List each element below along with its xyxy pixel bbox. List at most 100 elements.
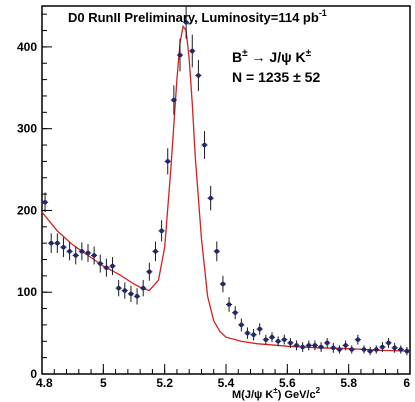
data-point — [232, 306, 239, 320]
data-point — [268, 332, 276, 343]
data-marker — [79, 249, 85, 254]
data-point — [238, 318, 245, 332]
data-point — [293, 340, 300, 351]
data-point — [78, 242, 85, 261]
data-marker — [208, 195, 213, 201]
chart-title-text: D0 RunII Preliminary, Luminosity=114 pb — [68, 10, 319, 25]
data-point — [164, 148, 171, 175]
data-point — [391, 342, 398, 353]
data-marker — [48, 240, 54, 246]
data-marker — [294, 343, 299, 348]
data-marker — [343, 343, 348, 348]
data-marker — [392, 345, 397, 351]
data-marker — [104, 265, 109, 270]
fit-curve-layer — [41, 24, 411, 352]
data-point — [84, 243, 92, 262]
data-point — [189, 34, 196, 68]
x-axis-label-power: 2 — [316, 386, 321, 395]
data-point — [183, 6, 190, 39]
plot-area-border — [41, 5, 411, 375]
data-marker — [61, 244, 66, 250]
data-point — [360, 345, 368, 354]
data-point — [324, 338, 331, 348]
data-marker — [337, 347, 342, 352]
x-axis-label: M(J/ψ K±) GeV/c2 — [232, 386, 321, 401]
data-point — [109, 257, 116, 276]
data-marker — [288, 340, 293, 346]
x-axis-label-main: M(J/ψ K — [232, 389, 273, 401]
x-tick-label: 4.8 — [36, 376, 53, 390]
data-point — [54, 233, 61, 253]
data-marker — [97, 261, 103, 266]
data-marker — [269, 334, 275, 340]
data-point — [305, 340, 312, 351]
data-marker — [134, 294, 140, 299]
decay-b-charge: ± — [242, 48, 248, 59]
x-tick-label: 5.8 — [340, 376, 357, 390]
data-marker — [251, 332, 256, 338]
data-point — [207, 185, 214, 211]
data-point — [97, 254, 104, 273]
data-marker — [232, 310, 238, 315]
data-point — [213, 241, 220, 262]
data-point — [318, 342, 325, 352]
yield-annotation: N = 1235 ± 52 — [232, 69, 320, 85]
data-marker — [331, 345, 336, 351]
data-marker — [324, 340, 330, 346]
data-marker — [245, 330, 250, 336]
data-point — [60, 237, 67, 258]
y-tick-label: 400 — [17, 40, 37, 54]
data-point — [115, 279, 122, 297]
data-marker — [110, 263, 115, 269]
x-tick-label: 5.2 — [156, 376, 173, 390]
data-marker — [220, 281, 226, 287]
y-tick-label: 100 — [17, 285, 37, 299]
data-point — [256, 323, 263, 335]
data-point — [250, 329, 257, 341]
data-point — [336, 345, 343, 354]
data-point — [348, 345, 355, 354]
chart-title-superscript: -1 — [319, 8, 327, 18]
data-point — [48, 233, 55, 253]
y-tick-label: 300 — [17, 122, 37, 136]
data-point — [103, 258, 110, 277]
data-marker — [91, 253, 97, 258]
x-tick-label: 5.4 — [218, 376, 235, 390]
data-point — [379, 342, 386, 352]
data-point — [262, 334, 269, 345]
data-marker — [306, 343, 312, 348]
data-point — [158, 220, 165, 242]
data-point — [397, 345, 404, 354]
x-axis-label-unit: ) GeV/c — [278, 389, 316, 401]
x-tick-label: 6 — [403, 376, 410, 390]
data-point — [134, 288, 141, 305]
data-marker — [189, 48, 195, 54]
plot-frame — [41, 5, 411, 375]
data-point — [219, 275, 226, 293]
data-marker — [312, 343, 318, 348]
data-marker — [122, 288, 128, 293]
data-marker — [386, 340, 391, 346]
data-marker — [202, 142, 207, 148]
data-marker — [214, 249, 220, 254]
data-point — [66, 242, 73, 261]
data-point — [170, 85, 177, 115]
y-tick-label: 200 — [17, 203, 37, 217]
data-point — [373, 345, 380, 354]
data-marker — [183, 20, 189, 25]
decay-k-charge: ± — [306, 48, 312, 59]
data-marker — [116, 285, 121, 291]
data-marker — [42, 199, 48, 205]
data-marker — [349, 347, 355, 352]
data-marker — [55, 240, 60, 246]
data-marker — [196, 73, 201, 78]
axis-ticks-layer: 4.8 5 5.2 5.4 5.6 5.8 6 0 100 200 300 400 — [17, 13, 411, 390]
data-point — [244, 327, 251, 339]
data-marker — [281, 337, 287, 342]
data-marker — [226, 302, 232, 307]
data-marker — [85, 250, 91, 256]
data-point — [42, 192, 49, 213]
data-point — [342, 340, 349, 351]
data-marker — [300, 344, 305, 350]
data-marker — [171, 97, 177, 103]
